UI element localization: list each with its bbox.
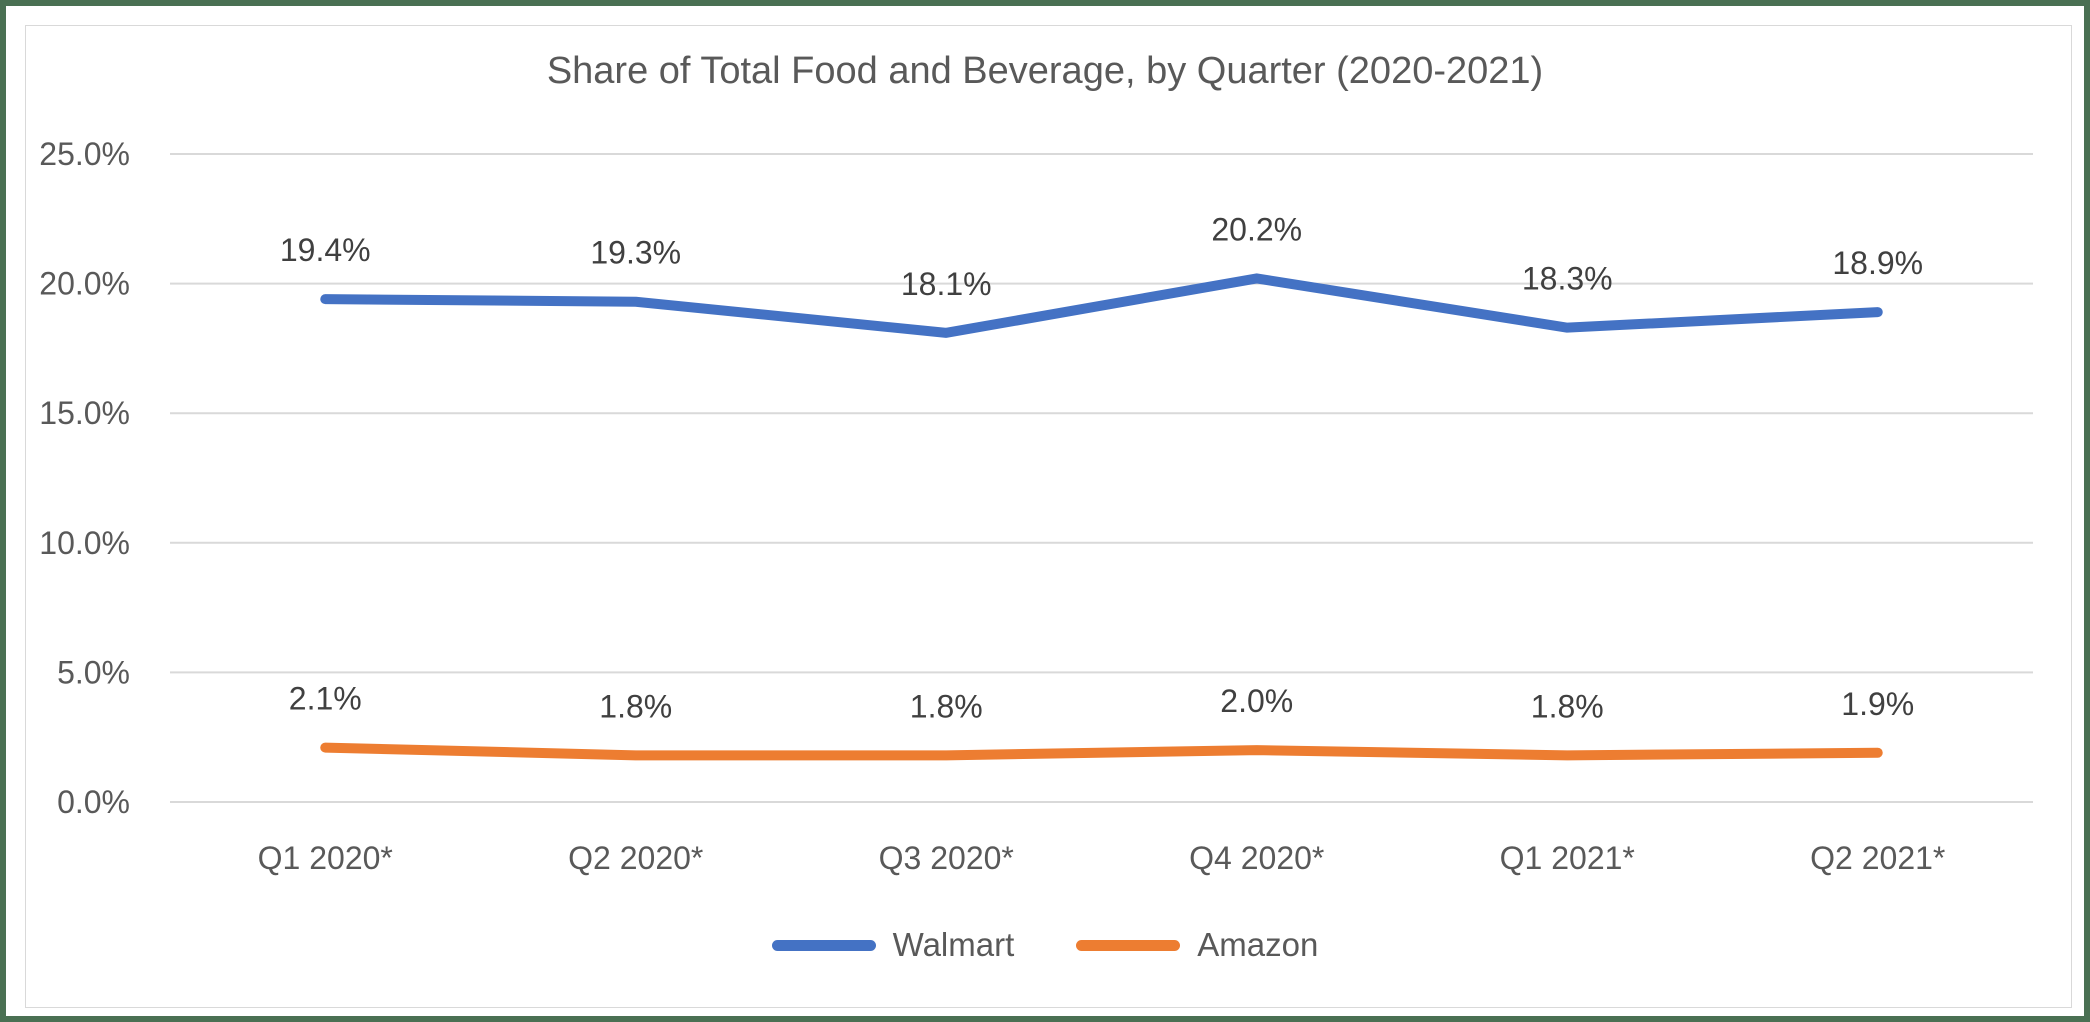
legend-item-amazon: Amazon — [1076, 926, 1318, 964]
x-tick-label: Q1 2020* — [258, 840, 393, 876]
walmart-data-label: 20.2% — [1211, 211, 1302, 247]
walmart-data-label: 19.3% — [590, 235, 681, 271]
amazon-line — [320, 742, 1883, 761]
walmart-data-label: 18.3% — [1522, 261, 1613, 297]
amazon-data-label: 2.0% — [1220, 683, 1293, 719]
amazon-data-label: 1.8% — [1531, 688, 1604, 724]
y-tick-label: 0.0% — [57, 784, 130, 820]
y-tick-label: 20.0% — [39, 266, 130, 302]
walmart-data-label: 18.1% — [901, 266, 992, 302]
amazon-data-label: 2.1% — [289, 681, 362, 717]
legend-label-walmart: Walmart — [892, 926, 1015, 963]
plot-svg: 0.0% 5.0% 10.0% 15.0% 20.0% 25.0% Q1 2020* Q2 2… — [39, 136, 2033, 876]
amazon-data-label: 1.8% — [599, 688, 672, 724]
y-tick-label: 5.0% — [57, 654, 130, 690]
walmart-line-swatch — [771, 939, 876, 951]
walmart-line — [320, 273, 1883, 338]
legend: Walmart Amazon — [6, 918, 2084, 972]
x-tick-label: Q4 2020* — [1189, 840, 1324, 876]
chart-area-frame — [25, 25, 2072, 1008]
amazon-data-label: 1.9% — [1841, 686, 1914, 722]
y-tick-label: 15.0% — [39, 395, 130, 431]
x-tick-label: Q2 2021* — [1810, 840, 1945, 876]
x-tick-label: Q3 2020* — [879, 840, 1014, 876]
y-tick-label: 10.0% — [39, 525, 130, 561]
walmart-data-label: 19.4% — [280, 232, 371, 268]
x-tick-label: Q2 2020* — [568, 840, 703, 876]
x-tick-label: Q1 2021* — [1500, 840, 1635, 876]
amazon-data-label: 1.8% — [910, 688, 983, 724]
chart-title: Share of Total Food and Beverage, by Qua… — [546, 50, 1544, 92]
legend-label-amazon: Amazon — [1197, 926, 1319, 963]
y-tick-label: 25.0% — [39, 136, 130, 172]
amazon-line-swatch — [1076, 939, 1181, 951]
legend-item-walmart: Walmart — [771, 926, 1015, 964]
walmart-data-label: 18.9% — [1832, 245, 1923, 281]
